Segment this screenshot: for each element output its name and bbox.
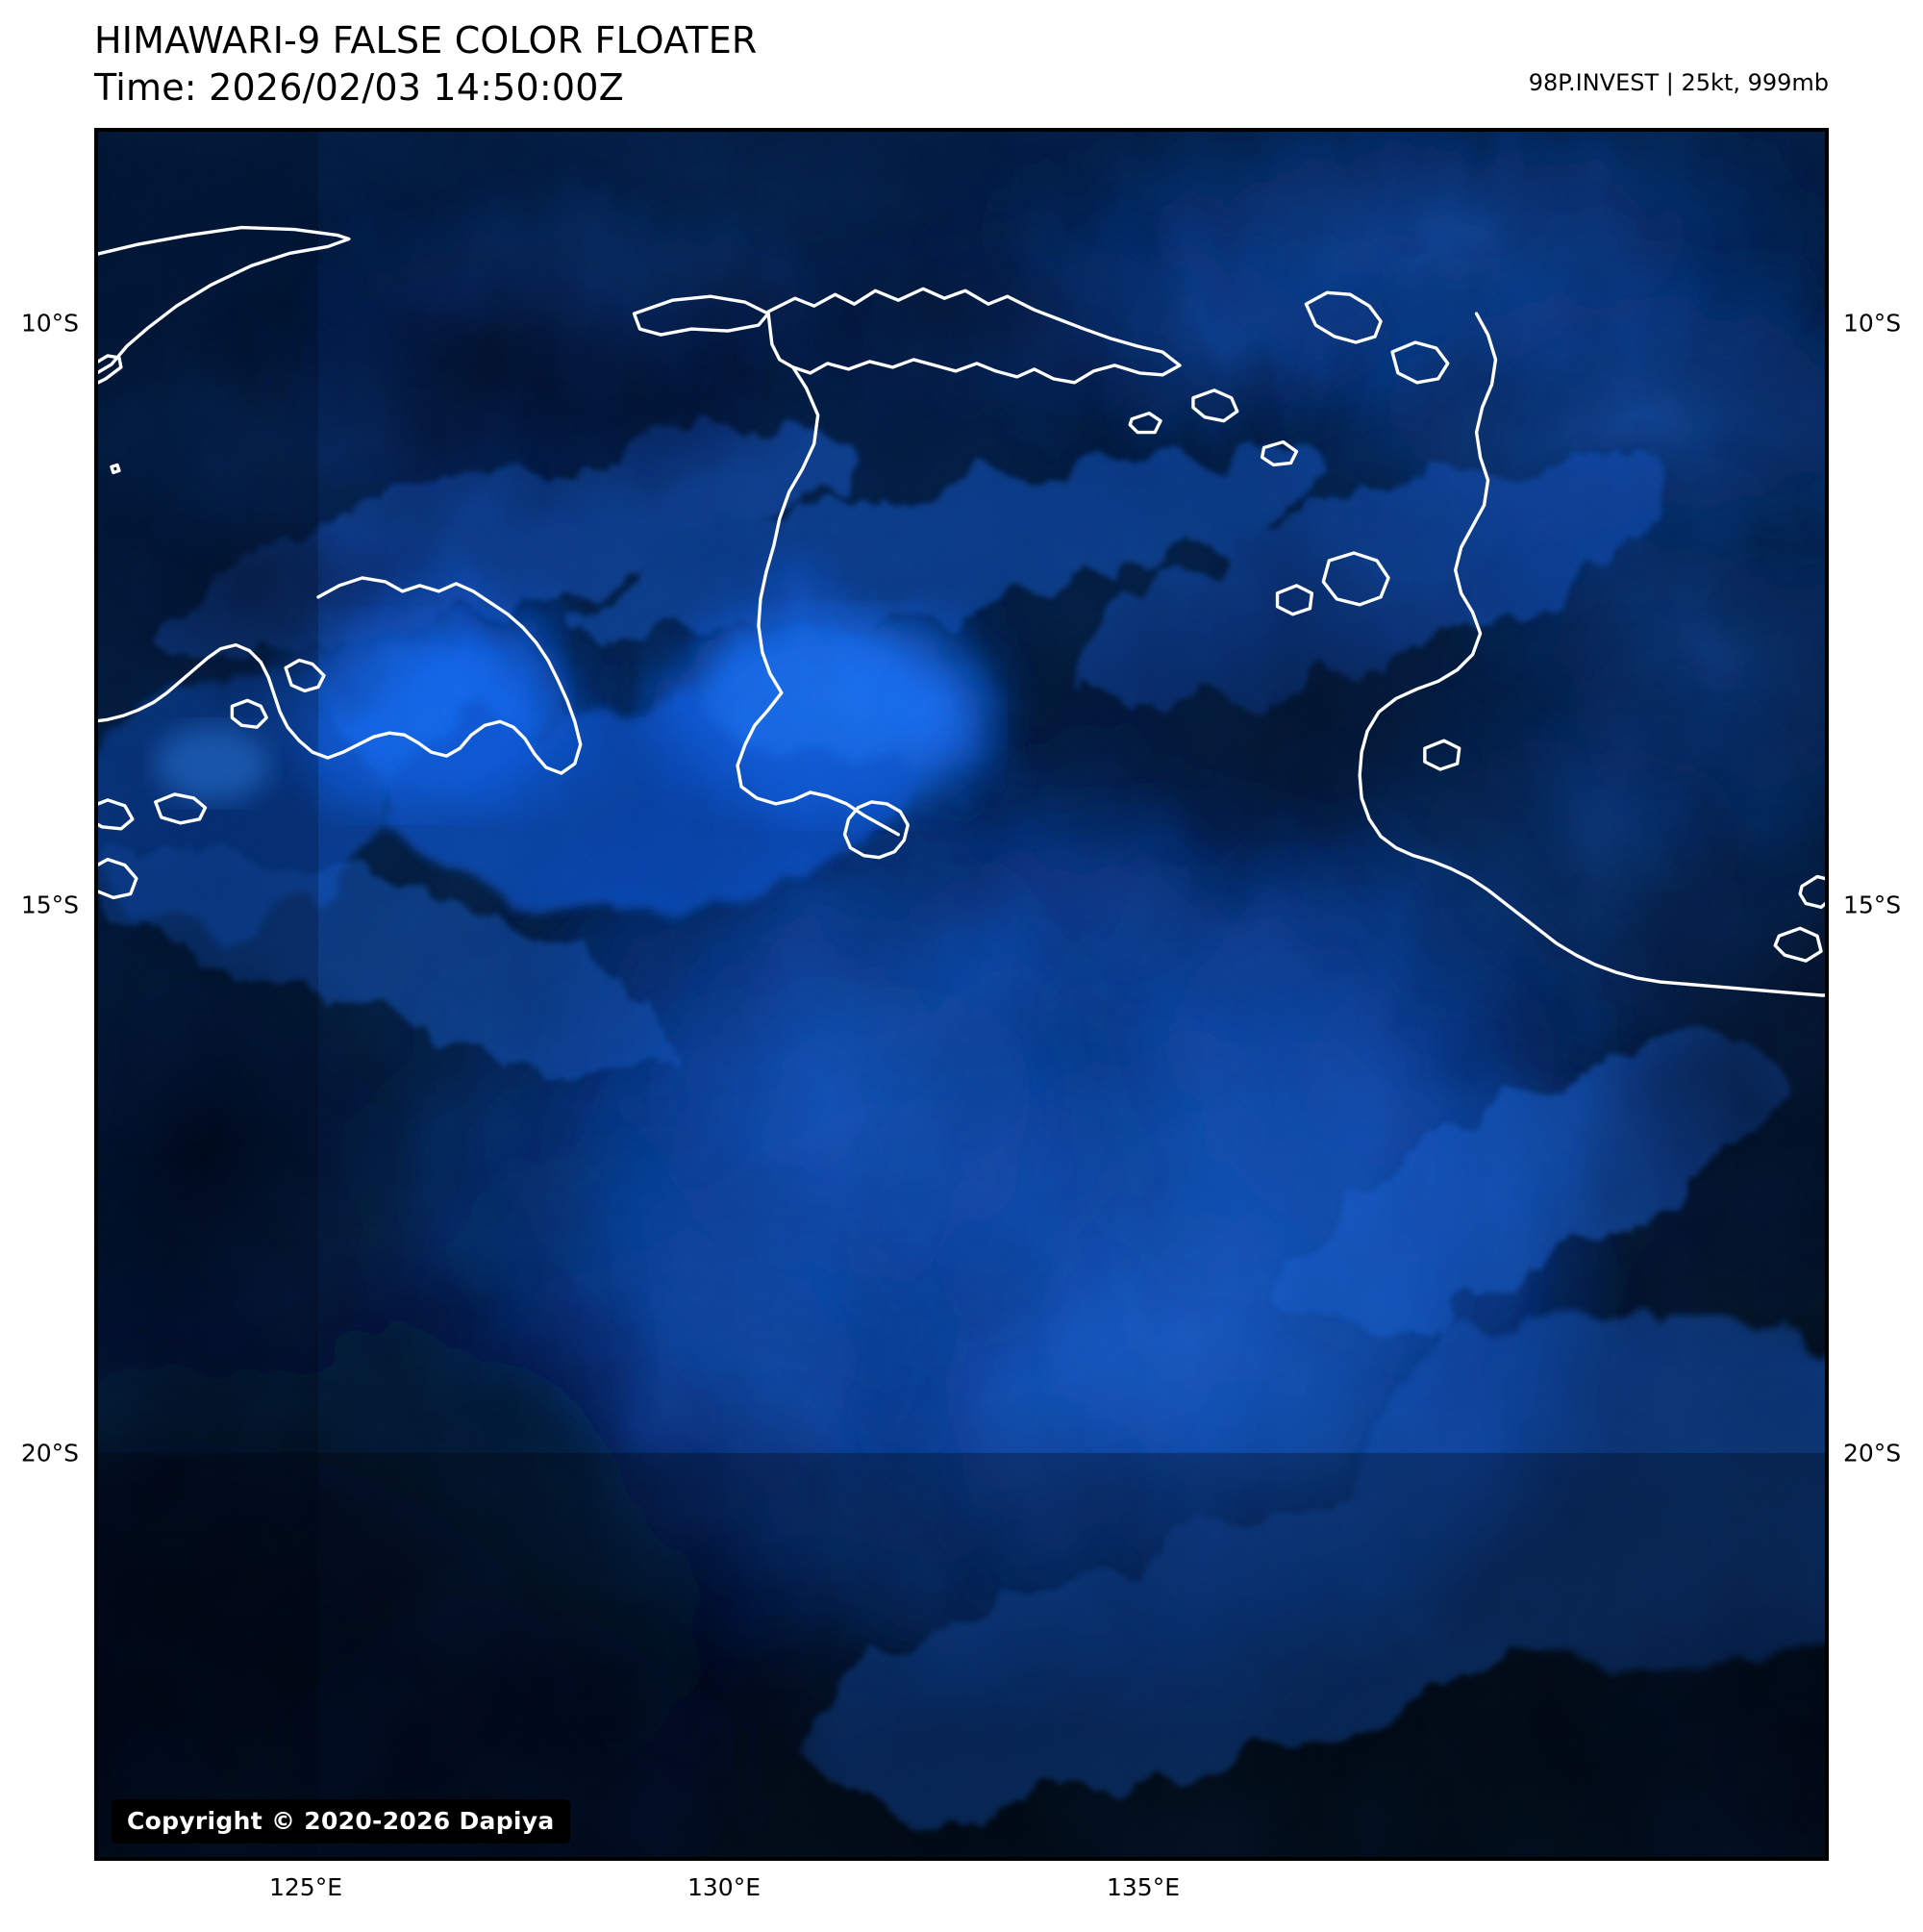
coastline-island-small1 bbox=[1260, 439, 1299, 467]
lon-tick-0: 125°E bbox=[268, 1873, 343, 1901]
satellite-image-plot[interactable]: Copyright © 2020-2026 Dapiya bbox=[94, 128, 1829, 1861]
coastline-far-east2 bbox=[1773, 926, 1823, 963]
timestamp-label: Time: 2026/02/03 14:50:00Z bbox=[94, 66, 624, 110]
coastline-arnhem-south bbox=[736, 365, 900, 837]
coastline-melville-bathurst bbox=[632, 294, 770, 337]
coastline-gulf-island2 bbox=[1275, 584, 1314, 616]
satellite-imagery-canvas bbox=[98, 132, 1825, 1857]
coastline-far-east bbox=[1798, 874, 1825, 910]
coastline-kimberley-detail bbox=[284, 658, 326, 693]
coastline-timor-south bbox=[98, 354, 123, 385]
coastline-bay-south bbox=[98, 857, 138, 900]
lon-tick-2: 135°E bbox=[1106, 1873, 1181, 1901]
page-title: HIMAWARI-9 FALSE COLOR FLOATER bbox=[94, 19, 758, 62]
coastline-kimberley-detail4 bbox=[98, 798, 135, 831]
lat-tick-left-1: 15°S bbox=[20, 891, 79, 919]
coastline-speck bbox=[110, 463, 121, 475]
coastline-kimberley-detail2 bbox=[230, 698, 268, 729]
coastline-kimberley-detail3 bbox=[154, 792, 208, 825]
coastline-groote bbox=[1321, 551, 1390, 607]
coastline-overlay bbox=[98, 225, 1825, 997]
coastline-gulf-island3 bbox=[1423, 739, 1461, 771]
storm-status-label: 98P.INVEST | 25kt, 999mb bbox=[1528, 69, 1829, 96]
coastline-carpentaria-west bbox=[842, 800, 910, 860]
lat-tick-left-0: 10°S bbox=[20, 309, 79, 338]
coastline-timor bbox=[98, 225, 351, 375]
lat-tick-left-2: 20°S bbox=[20, 1439, 79, 1468]
lat-tick-right-2: 20°S bbox=[1843, 1439, 1902, 1468]
coastline-ne-islands3 bbox=[1191, 389, 1239, 423]
vignette-left bbox=[98, 132, 318, 1857]
coastline-cape-york bbox=[1358, 312, 1825, 997]
copyright-badge: Copyright © 2020-2026 Dapiya bbox=[112, 1799, 570, 1844]
coastline-island-small2 bbox=[1128, 412, 1162, 435]
coastline-darwin-arnhem bbox=[766, 287, 1182, 385]
header-title-block: HIMAWARI-9 FALSE COLOR FLOATER Time: 202… bbox=[94, 17, 758, 113]
texture-grain-overlay bbox=[98, 132, 1825, 1857]
coastline-ne-islands2 bbox=[1390, 340, 1450, 385]
coastline-kimberley bbox=[98, 576, 583, 775]
coastline-ne-islands bbox=[1304, 290, 1383, 344]
lat-tick-right-1: 15°S bbox=[1843, 891, 1902, 919]
lat-tick-right-0: 10°S bbox=[1843, 309, 1902, 338]
vignette-bottom bbox=[98, 1452, 1825, 1857]
lon-tick-1: 130°E bbox=[687, 1873, 762, 1901]
